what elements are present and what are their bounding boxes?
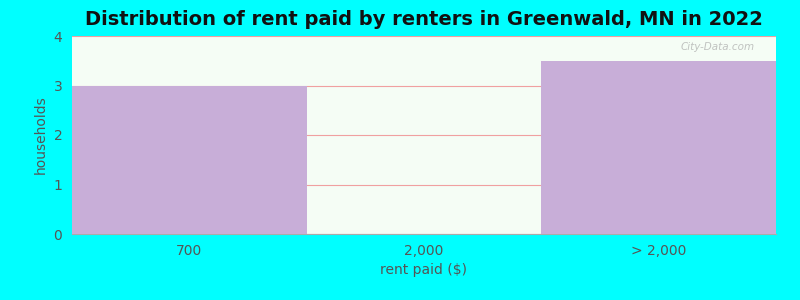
Title: Distribution of rent paid by renters in Greenwald, MN in 2022: Distribution of rent paid by renters in …	[85, 10, 763, 29]
Y-axis label: households: households	[34, 96, 48, 174]
Text: City-Data.com: City-Data.com	[681, 42, 755, 52]
Bar	[72, 85, 306, 234]
X-axis label: rent paid ($): rent paid ($)	[381, 263, 467, 277]
Bar	[542, 61, 776, 234]
